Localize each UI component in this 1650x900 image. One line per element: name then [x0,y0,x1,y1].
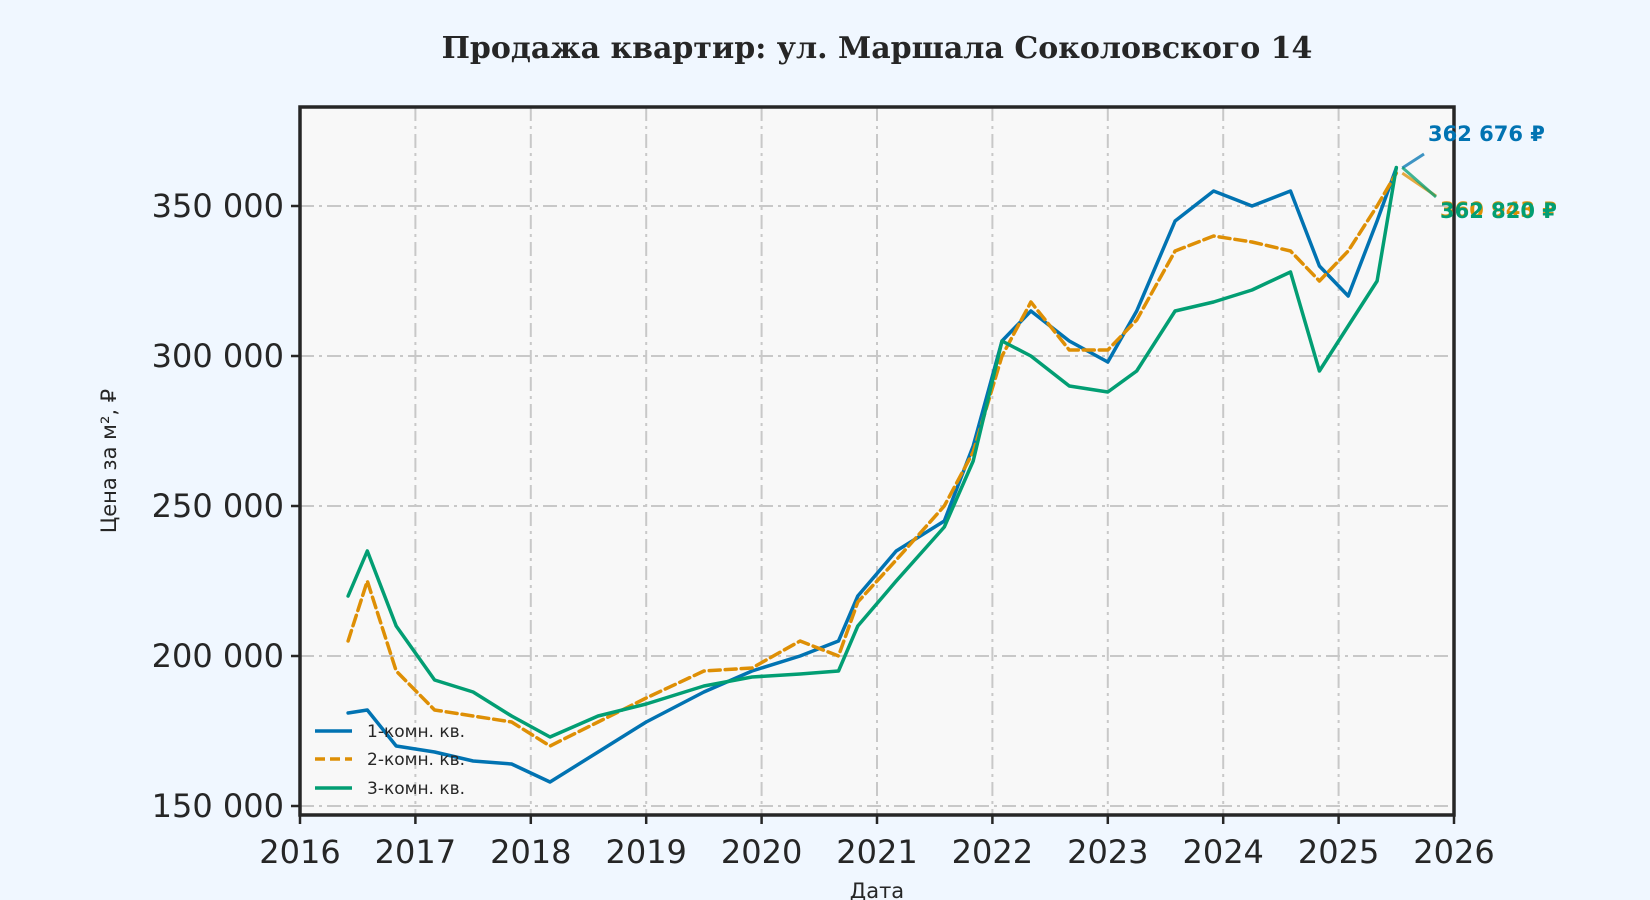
annotation-label: 362 820 ₽ [1440,199,1557,223]
x-tick-label: 2019 [605,833,686,871]
tick-layer: 2016 2017 2018 2019 2020 2021 2022 2023 2024 2025… [152,187,1495,871]
x-tick-label: 2017 [375,833,456,871]
annotation-label: 360 943 ₽ [1440,198,1557,222]
series-line-2 [346,171,1399,748]
y-axis-label: Цена за м², ₽ [97,389,121,533]
y-tick-label: 350 000 [152,187,284,225]
y-tick-label: 250 000 [152,487,284,525]
x-axis-label: Дата [850,879,904,900]
x-tick-label: 2016 [259,833,340,871]
series-layer [346,165,1399,784]
series-line-1 [346,166,1399,784]
x-tick-label: 2023 [1067,833,1148,871]
series-line-3 [346,165,1399,739]
y-tick-label: 200 000 [152,637,284,675]
legend-label-2k: 2-комн. кв. [367,750,465,770]
x-tick-label: 2024 [1182,833,1263,871]
x-tick-label: 2018 [490,833,571,871]
x-tick-label: 2026 [1413,833,1494,871]
annotation-label: 362 676 ₽ [1428,122,1545,146]
grid [300,107,1454,815]
annotation-arrow [1401,166,1437,199]
y-tick-label: 300 000 [152,337,284,375]
y-tick-label: 150 000 [152,787,284,825]
x-tick-label: 2022 [952,833,1033,871]
annotation-arrow [1401,152,1425,170]
x-tick-label: 2020 [721,833,802,871]
legend: 1-комн. кв. 2-комн. кв. 3-комн. кв. [315,722,465,799]
legend-label-1k: 1-комн. кв. [367,722,465,742]
x-tick-label: 2021 [836,833,917,871]
annotation-layer: 362 676 ₽ 360 943 ₽362 820 ₽ [1401,122,1557,223]
chart-title: Продажа квартир: ул. Маршала Соколовског… [442,31,1313,66]
x-tick-label: 2025 [1298,833,1379,871]
legend-label-3k: 3-комн. кв. [367,779,465,799]
